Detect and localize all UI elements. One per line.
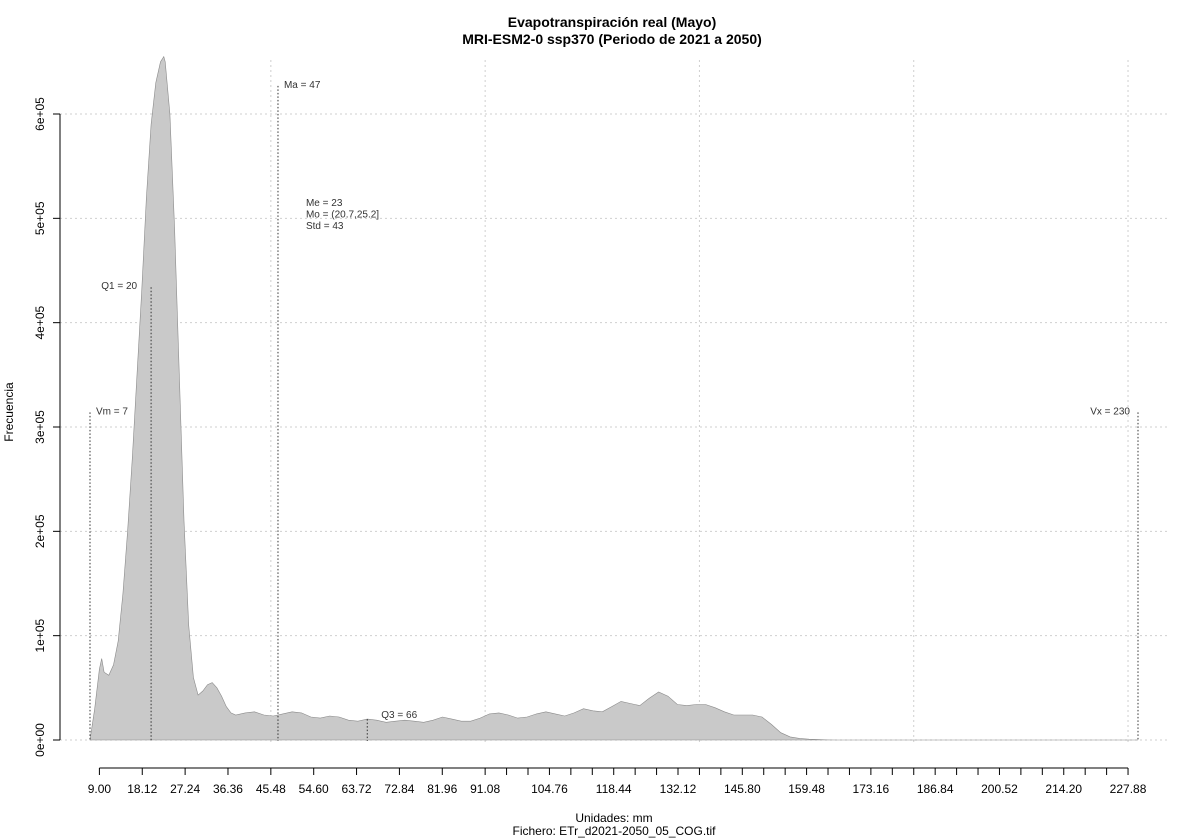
grid-lines xyxy=(60,60,1170,742)
y-tick-label: 3e+05 xyxy=(33,410,47,444)
x-tick-label: 104.76 xyxy=(531,782,568,796)
stats-line: Me = 23 xyxy=(306,198,343,209)
x-tick-label: 91.08 xyxy=(470,782,500,796)
x-tick-label: 45.48 xyxy=(256,782,286,796)
stats-line: Std = 43 xyxy=(306,221,344,232)
reference-label: Vx = 230 xyxy=(1090,406,1130,417)
x-tick-label: 227.88 xyxy=(1110,782,1147,796)
reference-label: Q3 = 66 xyxy=(381,710,417,721)
y-tick-label: 0e+00 xyxy=(33,723,47,757)
x-tick-label: 9.00 xyxy=(88,782,112,796)
x-tick-label: 200.52 xyxy=(981,782,1018,796)
x-tick-label: 54.60 xyxy=(299,782,329,796)
y-axis-label: Frecuencia xyxy=(2,382,16,442)
reference-label: Vm = 7 xyxy=(96,406,128,417)
reference-lines: Vm = 7 Q1 = 20 Ma = 47 Q3 = 66 Vx = 230 xyxy=(89,80,1139,741)
y-tick-label: 5e+05 xyxy=(33,201,47,235)
reference-label: Q1 = 20 xyxy=(101,281,137,292)
x-tick-label: 186.84 xyxy=(917,782,954,796)
x-tick-label: 72.84 xyxy=(384,782,414,796)
x-tick-label: 132.12 xyxy=(660,782,697,796)
x-tick-label: 159.48 xyxy=(788,782,825,796)
stats-line: Mo = (20.7,25.2] xyxy=(306,210,379,221)
y-tick-label: 1e+05 xyxy=(33,618,47,652)
file-caption: Fichero: ETr_d2021-2050_05_COG.tif xyxy=(513,824,717,838)
x-tick-label: 18.12 xyxy=(127,782,157,796)
reference-label: Ma = 47 xyxy=(284,80,321,91)
y-tick-label: 2e+05 xyxy=(33,514,47,548)
x-tick-label: 63.72 xyxy=(342,782,372,796)
chart-subtitle: MRI-ESM2-0 ssp370 (Periodo de 2021 a 205… xyxy=(462,31,762,47)
x-tick-label: 214.20 xyxy=(1045,782,1082,796)
x-tick-label: 27.24 xyxy=(170,782,200,796)
x-tick-label: 36.36 xyxy=(213,782,243,796)
x-tick-label: 145.80 xyxy=(724,782,761,796)
chart-title: Evapotranspiración real (Mayo) xyxy=(508,14,717,30)
x-tick-label: 81.96 xyxy=(427,782,457,796)
x-axis-label: Unidades: mm xyxy=(575,811,652,825)
x-tick-label: 118.44 xyxy=(596,782,632,796)
x-axis: 9.00 18.12 27.24 36.36 45.48 54.60 63.72 72.84 8… xyxy=(88,767,1147,796)
density-area xyxy=(89,55,1138,741)
y-tick-label: 6e+05 xyxy=(33,97,47,131)
y-axis: 0e+00 1e+05 2e+05 3e+05 4e+05 5e+05 6e+05 xyxy=(33,97,61,757)
x-tick-label: 173.16 xyxy=(853,782,890,796)
y-tick-label: 4e+05 xyxy=(33,305,47,339)
